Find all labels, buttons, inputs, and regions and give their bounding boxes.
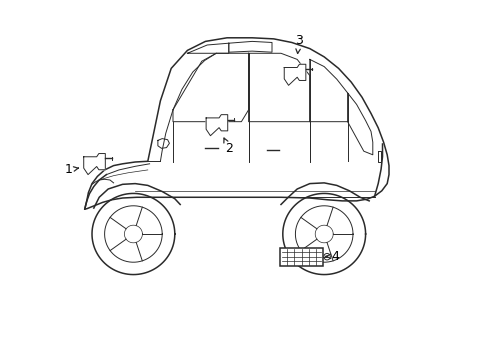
Polygon shape	[248, 53, 310, 122]
Polygon shape	[229, 41, 272, 52]
Polygon shape	[173, 53, 248, 122]
Polygon shape	[187, 43, 229, 53]
Text: 1: 1	[65, 163, 78, 176]
Text: 2: 2	[224, 138, 233, 155]
Polygon shape	[378, 151, 381, 162]
Text: 3: 3	[295, 34, 303, 54]
Circle shape	[324, 253, 330, 260]
Polygon shape	[206, 114, 228, 136]
Polygon shape	[158, 139, 170, 148]
Bar	[280, 248, 323, 266]
Polygon shape	[84, 153, 105, 175]
Polygon shape	[284, 64, 306, 85]
Polygon shape	[310, 59, 347, 122]
Text: 4: 4	[326, 250, 340, 263]
